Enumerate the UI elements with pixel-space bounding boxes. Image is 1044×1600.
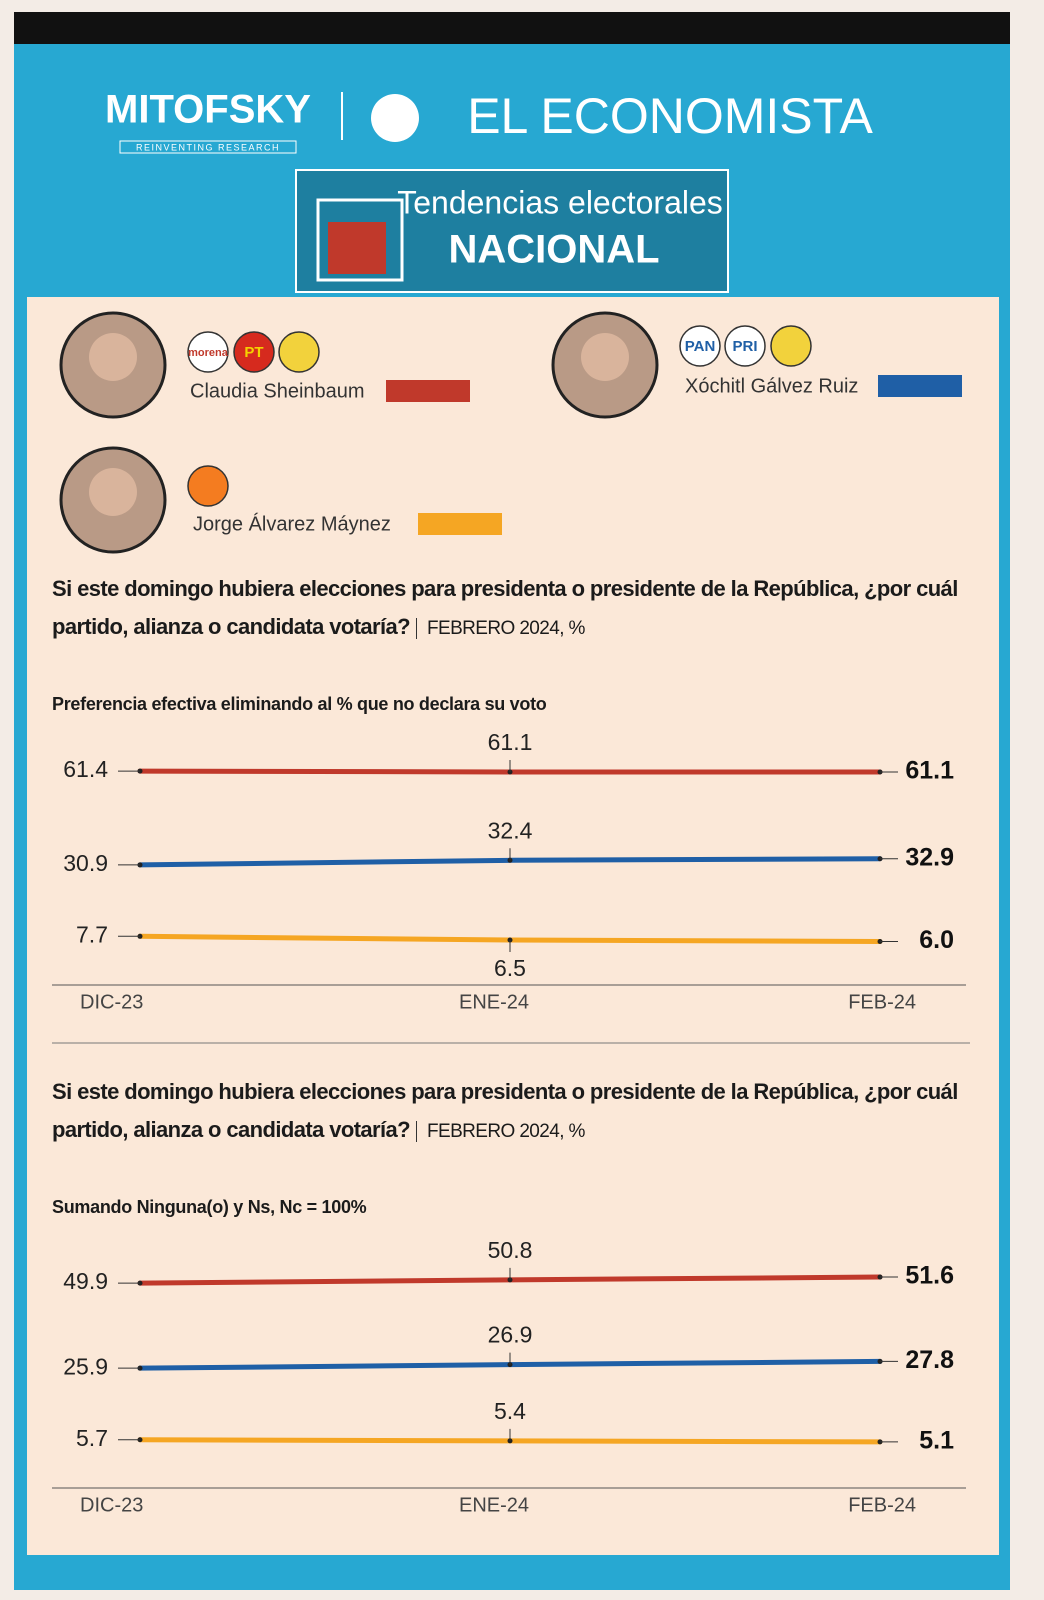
legend-label: Xóchitl Gálvez Ruiz (685, 375, 858, 397)
data-label: 50.8 (488, 1237, 533, 1263)
question-title: Si este domingo hubiera elecciones para … (52, 570, 982, 648)
party-name: PT (244, 344, 263, 361)
tagline-box (119, 140, 297, 154)
party-logo (187, 465, 229, 507)
question-title: Si este domingo hubiera elecciones para … (52, 1073, 982, 1151)
data-label: 27.8 (905, 1346, 954, 1374)
party-logo (233, 331, 275, 373)
question-subtitle: FEBRERO 2024, % (416, 618, 585, 639)
data-label: 32.9 (905, 843, 954, 871)
data-label: 61.4 (63, 756, 108, 782)
question-subtitle: FEBRERO 2024, % (416, 1121, 585, 1142)
legend-label: Claudia Sheinbaum (190, 380, 365, 402)
party-name: PAN (685, 338, 716, 355)
data-label: 26.9 (488, 1322, 533, 1348)
chart-note: Preferencia efectiva eliminando al % que… (52, 694, 547, 714)
brand-left: MITOFSKY (105, 88, 311, 132)
data-label: 6.5 (494, 955, 526, 981)
data-label: 30.9 (63, 850, 108, 876)
brand-icon (371, 94, 419, 142)
data-label: 61.1 (488, 729, 533, 755)
data-label: 51.6 (905, 1262, 954, 1290)
candidate-face (89, 333, 137, 381)
party-logo (187, 331, 229, 373)
candidate-face (89, 468, 137, 516)
legend-swatch (878, 375, 962, 397)
candidate-face (581, 333, 629, 381)
data-label: 32.4 (488, 817, 533, 843)
party-logo (724, 325, 766, 367)
data-label: 25.9 (63, 1353, 108, 1379)
x-tick-label: FEB-24 (848, 991, 916, 1013)
party-logo (278, 331, 320, 373)
data-label: 7.7 (76, 921, 108, 947)
x-tick-label: DIC-23 (80, 1494, 143, 1516)
data-label: 5.1 (919, 1427, 954, 1455)
content-panel (27, 297, 999, 1555)
section-title: Tendencias electorales (397, 184, 723, 220)
question-text: Si este domingo hubiera elecciones para … (52, 576, 958, 639)
top-bar (14, 12, 1010, 44)
x-tick-label: ENE-24 (459, 991, 529, 1013)
legend-swatch (418, 513, 502, 535)
party-name: PRI (732, 338, 757, 355)
question-text: Si este domingo hubiera elecciones para … (52, 1079, 958, 1142)
section-subtitle: NACIONAL (448, 228, 659, 272)
ballot-chart-icon (328, 222, 386, 274)
x-tick-label: FEB-24 (848, 1494, 916, 1516)
data-label: 61.1 (905, 757, 954, 785)
chart-note: Sumando Ninguna(o) y Ns, Nc = 100% (52, 1197, 367, 1217)
data-label: 6.0 (919, 926, 954, 954)
party-logo (679, 325, 721, 367)
brand-tagline: REINVENTING RESEARCH (136, 142, 280, 152)
data-label: 5.4 (494, 1398, 526, 1424)
legend-swatch (386, 380, 470, 402)
party-name: morena (188, 347, 229, 359)
brand-right: EL ECONOMISTA (467, 88, 873, 144)
x-tick-label: ENE-24 (459, 1494, 529, 1516)
data-label: 49.9 (63, 1268, 108, 1294)
data-label: 5.7 (76, 1425, 108, 1451)
x-tick-label: DIC-23 (80, 991, 143, 1013)
legend-label: Jorge Álvarez Máynez (193, 512, 391, 535)
party-logo (770, 325, 812, 367)
ballot-box-icon (316, 198, 404, 282)
